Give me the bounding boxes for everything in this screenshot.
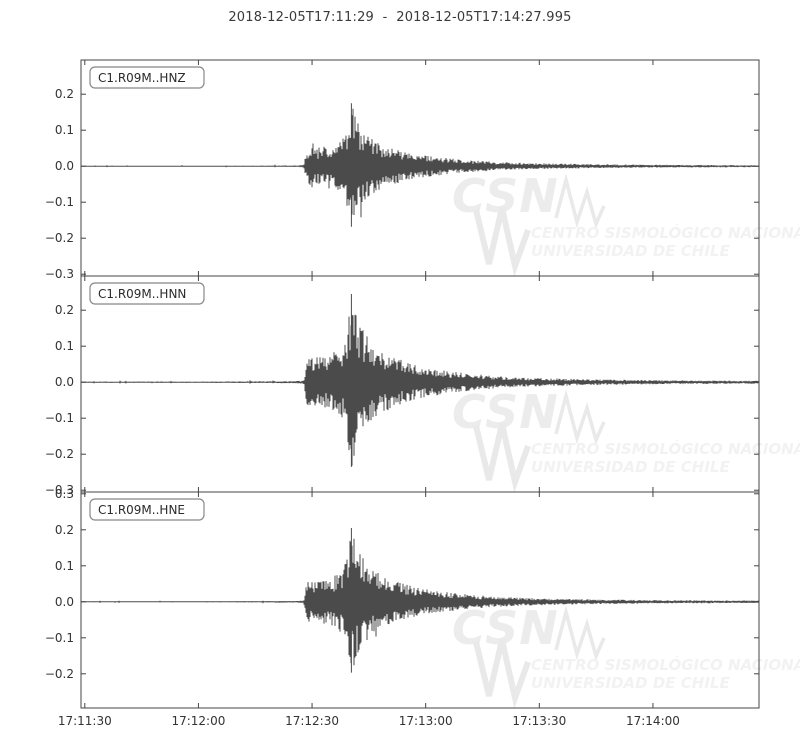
watermark-zigzag-icon-HNZ: [554, 173, 606, 230]
watermark-zigzag-icon-HNE: [554, 605, 606, 662]
xtick-label: 17:12:00: [171, 714, 225, 728]
xtick-label: 17:14:00: [626, 714, 680, 728]
ytick-label-HNN: −0.3: [45, 483, 74, 497]
ytick-label-HNE: 0.0: [55, 595, 74, 609]
channel-label-box-HNZ: [89, 66, 205, 89]
ytick-label-HNN: 0.0: [55, 375, 74, 389]
watermark-line1-HNE: CENTRO SISMOLÓGICO NACIONAL: [531, 655, 800, 674]
xtick-label: 17:12:30: [285, 714, 339, 728]
channel-label-box-HNE: [89, 498, 205, 521]
waveform-trace-HNZ: [81, 103, 759, 227]
ytick-label-HNZ: 0.1: [55, 123, 74, 137]
ytick-label-HNN: −0.1: [45, 411, 74, 425]
ytick-label-HNN: 0.2: [55, 303, 74, 317]
watermark-line2-HNE: UNIVERSIDAD DE CHILE: [531, 674, 730, 692]
figure-title: 2018-12-05T17:11:29 - 2018-12-05T17:14:2…: [228, 10, 572, 25]
ytick-label-HNZ: −0.1: [45, 195, 74, 209]
watermark-line2-HNN: UNIVERSIDAD DE CHILE: [531, 458, 730, 476]
channel-label-box-HNN: [89, 282, 205, 305]
ytick-label-HNN: 0.1: [55, 339, 74, 353]
channel-label-HNZ: C1.R09M..HNZ: [98, 71, 186, 85]
watermark-bigwave-icon-HNE: [473, 639, 531, 709]
waveform-trace-HNE: [81, 528, 759, 673]
watermark-line1-HNZ: CENTRO SISMOLÓGICO NACIONAL: [531, 223, 800, 242]
ytick-label-HNE: 0.1: [55, 559, 74, 573]
ytick-label-HNZ: 0.2: [55, 87, 74, 101]
ytick-label-HNE: −0.2: [45, 667, 74, 681]
waveform-trace-HNN: [81, 294, 759, 467]
watermark-line1-HNN: CENTRO SISMOLÓGICO NACIONAL: [531, 439, 800, 458]
watermark-bigwave-icon-HNN: [473, 423, 531, 493]
ytick-label-HNE: −0.1: [45, 631, 74, 645]
ytick-label-HNE: 0.2: [55, 523, 74, 537]
ytick-label-HNZ: 0.0: [55, 159, 74, 173]
channel-label-HNE: C1.R09M..HNE: [98, 503, 185, 517]
ytick-label-HNN: −0.2: [45, 447, 74, 461]
panel-border-HNE: [80, 491, 760, 709]
ytick-label-HNZ: −0.2: [45, 231, 74, 245]
watermark-line2-HNZ: UNIVERSIDAD DE CHILE: [531, 242, 730, 260]
xtick-label: 17:13:00: [399, 714, 453, 728]
ytick-label-HNE: 0.3: [55, 487, 74, 501]
ytick-label-HNZ: −0.3: [45, 267, 74, 281]
xtick-label: 17:11:30: [58, 714, 112, 728]
watermark-zigzag-icon-HNN: [554, 389, 606, 446]
channel-label-HNN: C1.R09M..HNN: [98, 287, 186, 301]
xtick-label: 17:13:30: [512, 714, 566, 728]
watermark-bigwave-icon-HNZ: [473, 207, 531, 277]
